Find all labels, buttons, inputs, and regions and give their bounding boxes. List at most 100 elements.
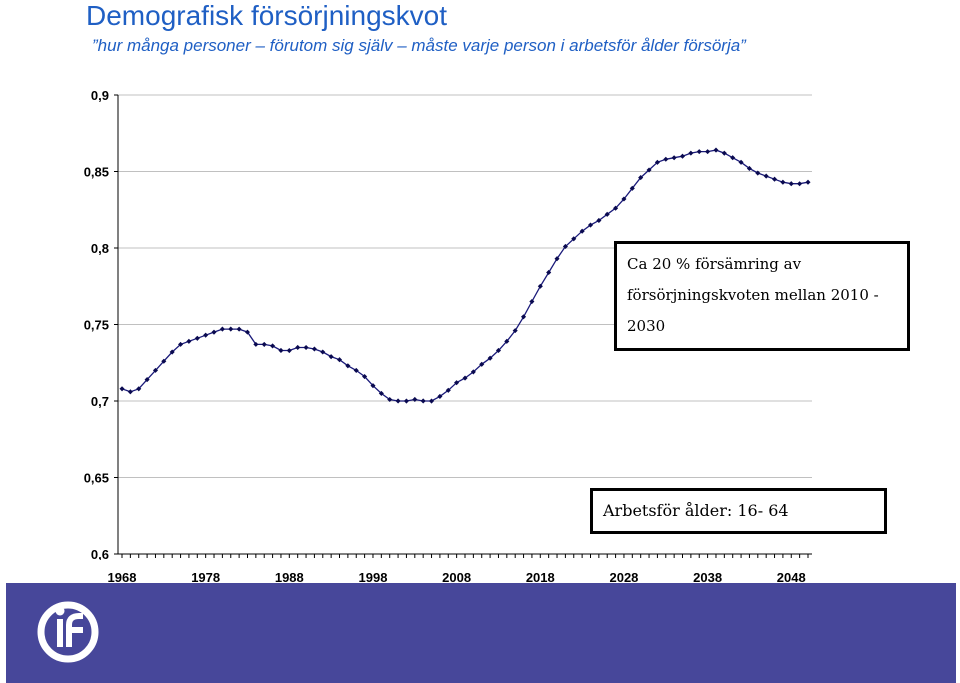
line-chart: 0,6 0,65 0,7 0,75 0,8 0,85 0,9 1968 1978 1988 1998… — [76, 88, 818, 586]
ifau-logo-icon — [37, 601, 99, 663]
axis-layer — [114, 94, 812, 558]
data-point — [412, 396, 418, 403]
x-tick-label: 2038 — [693, 570, 722, 585]
x-tick-label: 2028 — [609, 570, 638, 585]
data-point — [638, 175, 644, 181]
data-point — [428, 398, 435, 404]
y-tick-label: 0,9 — [91, 88, 109, 103]
y-tick-label: 0,7 — [91, 394, 109, 409]
data-point — [646, 167, 652, 173]
data-point — [169, 349, 175, 355]
data-point — [512, 328, 518, 334]
data-point — [445, 387, 451, 393]
page-subtitle: ”hur många personer – förutom sig själv … — [92, 36, 746, 55]
data-point — [336, 357, 343, 363]
y-tick-label: 0,65 — [84, 471, 109, 486]
data-point — [420, 398, 426, 404]
x-tick-label: 1998 — [359, 570, 388, 585]
footer-bar — [6, 583, 956, 683]
data-point — [362, 373, 368, 380]
data-point — [454, 380, 460, 386]
data-point — [127, 389, 133, 395]
data-point — [562, 243, 568, 250]
x-tick-label: 2048 — [777, 570, 806, 585]
label-layer: 0,6 0,65 0,7 0,75 0,8 0,85 0,9 1968 1978 1988 1998… — [76, 88, 818, 586]
data-point — [244, 329, 251, 335]
data-point — [387, 396, 393, 403]
annotation-line: försörjningskvoten mellan 2010 - — [627, 286, 879, 304]
data-point — [520, 314, 527, 320]
data-point — [613, 205, 619, 211]
data-point — [278, 347, 284, 354]
data-point — [152, 367, 159, 373]
data-point — [788, 181, 794, 187]
data-point — [470, 369, 476, 375]
data-point — [328, 354, 334, 360]
data-point — [219, 326, 225, 332]
data-point — [571, 236, 577, 242]
data-point — [763, 173, 769, 179]
annotation-working-age-box: Arbetsför ålder: 16- 64 — [590, 488, 887, 534]
data-point — [504, 338, 510, 344]
data-point — [295, 344, 301, 350]
data-point — [136, 386, 142, 392]
data-point — [370, 383, 376, 389]
data-point — [663, 156, 669, 162]
data-point — [203, 332, 209, 338]
data-point — [395, 398, 401, 404]
data-point — [161, 358, 167, 364]
x-tick-label: 2008 — [442, 570, 471, 585]
data-point — [537, 283, 543, 289]
data-point — [353, 367, 359, 373]
data-point — [178, 341, 184, 347]
data-point — [403, 398, 409, 404]
data-point — [144, 377, 150, 383]
data-point — [479, 361, 485, 367]
data-point — [303, 344, 309, 351]
x-tick-label: 2018 — [526, 570, 555, 585]
data-point — [805, 179, 811, 185]
data-point — [688, 150, 694, 156]
data-point — [487, 355, 493, 361]
annotation-deterioration-box: Ca 20 % försämring av försörjningskvoten… — [614, 241, 910, 351]
data-point — [621, 196, 627, 202]
data-point — [286, 347, 292, 354]
data-point — [194, 335, 200, 341]
data-point — [211, 329, 217, 335]
data-point — [772, 176, 778, 182]
page-title: Demografisk försörjningskvot — [86, 0, 448, 31]
annotation-line: 2030 — [627, 317, 666, 335]
data-point — [228, 326, 234, 332]
data-point — [587, 222, 594, 228]
data-point — [311, 346, 317, 352]
data-point — [119, 386, 125, 392]
y-tick-label: 0,85 — [84, 165, 109, 180]
data-point — [629, 185, 635, 191]
data-point — [261, 341, 267, 347]
x-tick-label: 1988 — [275, 570, 304, 585]
series-layer — [119, 147, 811, 404]
y-tick-label: 0,75 — [84, 318, 109, 333]
x-tick-label: 1978 — [191, 570, 220, 585]
x-label-band — [76, 560, 818, 586]
data-point — [696, 149, 702, 155]
data-point — [738, 159, 744, 165]
data-point — [495, 347, 502, 354]
data-point — [721, 150, 727, 156]
data-point — [679, 153, 686, 159]
data-point — [797, 181, 803, 187]
annotation-line: Ca 20 % försämring av — [627, 255, 802, 273]
data-point — [437, 393, 443, 399]
data-point — [270, 343, 276, 349]
y-tick-label: 0,8 — [91, 241, 109, 256]
data-point — [730, 155, 736, 161]
data-point — [705, 149, 711, 155]
data-point — [186, 338, 192, 344]
data-point — [529, 299, 535, 305]
data-point — [462, 375, 468, 381]
annotation-working-age-text: Arbetsför ålder: 16- 64 — [603, 501, 789, 520]
data-point — [554, 256, 560, 262]
data-point — [713, 147, 719, 153]
y-tick-label: 0,6 — [91, 547, 109, 562]
data-point — [253, 341, 259, 347]
